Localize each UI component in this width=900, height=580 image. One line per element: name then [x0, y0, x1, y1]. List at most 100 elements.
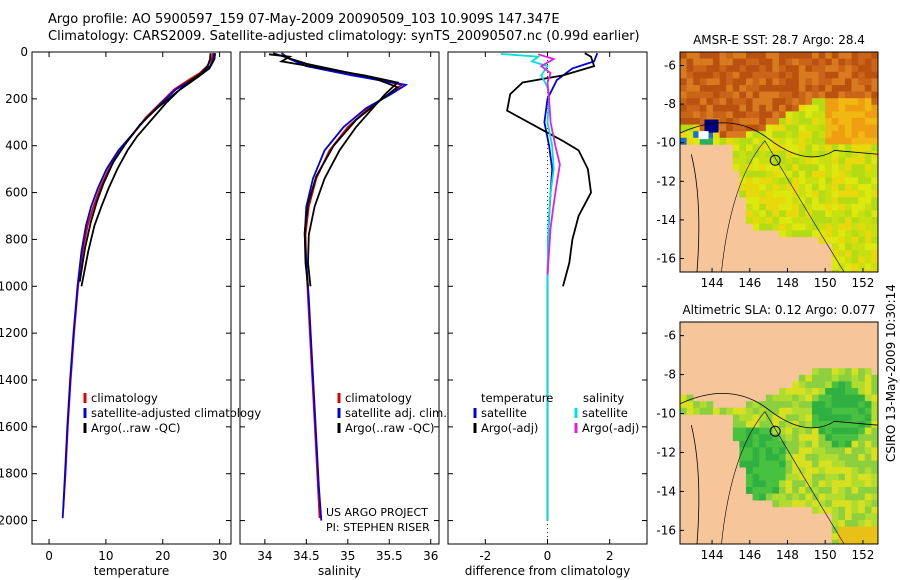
map-cell	[871, 269, 878, 272]
map-cell	[825, 454, 833, 461]
map-cell	[765, 467, 773, 475]
map-cell	[851, 243, 859, 251]
map-cell	[864, 131, 872, 139]
x-tick-label: 144	[701, 548, 724, 562]
map-cell	[864, 210, 872, 218]
map-cell	[845, 493, 852, 501]
map-cell	[772, 91, 780, 99]
map-cell	[845, 243, 852, 251]
credit-label: CSIRO 13-May-2009 10:30:14	[884, 284, 898, 462]
map-cell	[838, 394, 846, 402]
map-cell	[746, 184, 753, 191]
map-cell	[831, 236, 839, 244]
map-cell	[845, 98, 852, 106]
map-cell	[785, 414, 793, 422]
map-cell	[812, 137, 819, 145]
map-cell	[785, 85, 793, 92]
map-cell	[851, 124, 859, 132]
map-cell	[805, 104, 813, 112]
map-cell	[739, 137, 747, 145]
map-cell	[772, 427, 780, 435]
map-cell	[792, 131, 800, 139]
map-cell	[818, 427, 826, 435]
map-cell	[851, 513, 859, 521]
map-cell	[838, 210, 846, 218]
map-cell	[858, 151, 866, 158]
map-cell	[693, 71, 701, 79]
map-cell	[805, 230, 813, 238]
map-cell	[831, 256, 839, 264]
map-cell	[686, 394, 694, 402]
map-cell	[699, 85, 707, 92]
map-cell	[686, 118, 694, 125]
map-cell	[838, 190, 846, 198]
map-cell	[713, 111, 720, 119]
map-cell	[831, 137, 839, 145]
map-cell	[752, 91, 760, 99]
map-cell	[779, 137, 786, 145]
map-cell	[845, 394, 852, 402]
map-cell	[871, 256, 878, 264]
series-line-argo-raw-qc-	[80, 53, 212, 287]
map-cell	[752, 434, 760, 442]
map-cell	[871, 427, 878, 435]
map-cell	[845, 256, 852, 264]
map-cell	[805, 203, 813, 211]
sst-map-title: AMSR-E SST: 28.7 Argo: 28.4	[693, 33, 865, 47]
map-cell	[845, 513, 852, 521]
map-cell	[812, 467, 819, 475]
map-cell	[858, 526, 866, 534]
map-cell	[779, 104, 786, 112]
map-cell	[864, 177, 872, 185]
map-cell	[871, 52, 878, 59]
map-cell	[772, 177, 780, 185]
map-cell	[680, 111, 687, 119]
map-cell	[858, 401, 866, 409]
map-cell	[825, 190, 833, 198]
map-cell	[785, 454, 793, 461]
map-cell	[686, 124, 694, 132]
map-cell	[845, 434, 852, 442]
map-cell	[818, 184, 826, 191]
map-cell	[732, 427, 740, 435]
map-cell	[845, 539, 852, 544]
map-cell	[812, 91, 819, 99]
map-cell	[838, 454, 846, 461]
map-cell	[838, 144, 846, 152]
map-cell	[858, 533, 866, 541]
map-cell	[858, 203, 866, 211]
map-cell	[818, 131, 826, 139]
map-cell	[851, 85, 859, 92]
map-cell	[759, 217, 767, 224]
map-cell	[739, 78, 747, 86]
map-cell	[792, 447, 800, 455]
map-cell	[825, 151, 833, 158]
map-cell	[798, 401, 806, 409]
map-cell	[838, 467, 846, 475]
map-cell	[772, 500, 780, 508]
map-cell	[798, 118, 806, 125]
map-cell	[765, 118, 773, 125]
map-cell	[864, 500, 872, 508]
map-cell	[831, 263, 839, 271]
map-cell	[699, 118, 707, 125]
map-cell	[864, 71, 872, 79]
map-cell	[779, 487, 786, 494]
map-cell	[752, 85, 760, 92]
map-cell	[831, 467, 839, 475]
map-cell	[838, 493, 846, 501]
map-cell	[812, 170, 819, 178]
map-cell	[831, 480, 839, 488]
map-cell	[746, 467, 753, 475]
map-cell	[739, 157, 747, 165]
map-cell	[686, 131, 694, 139]
map-cell	[680, 401, 687, 409]
map-cell	[772, 164, 780, 172]
map-cell	[785, 58, 793, 66]
map-cell	[726, 91, 734, 99]
map-cell	[858, 111, 866, 119]
map-cell	[858, 500, 866, 508]
map-cell	[772, 407, 780, 415]
map-cell	[805, 124, 813, 132]
map-cell	[752, 78, 760, 86]
